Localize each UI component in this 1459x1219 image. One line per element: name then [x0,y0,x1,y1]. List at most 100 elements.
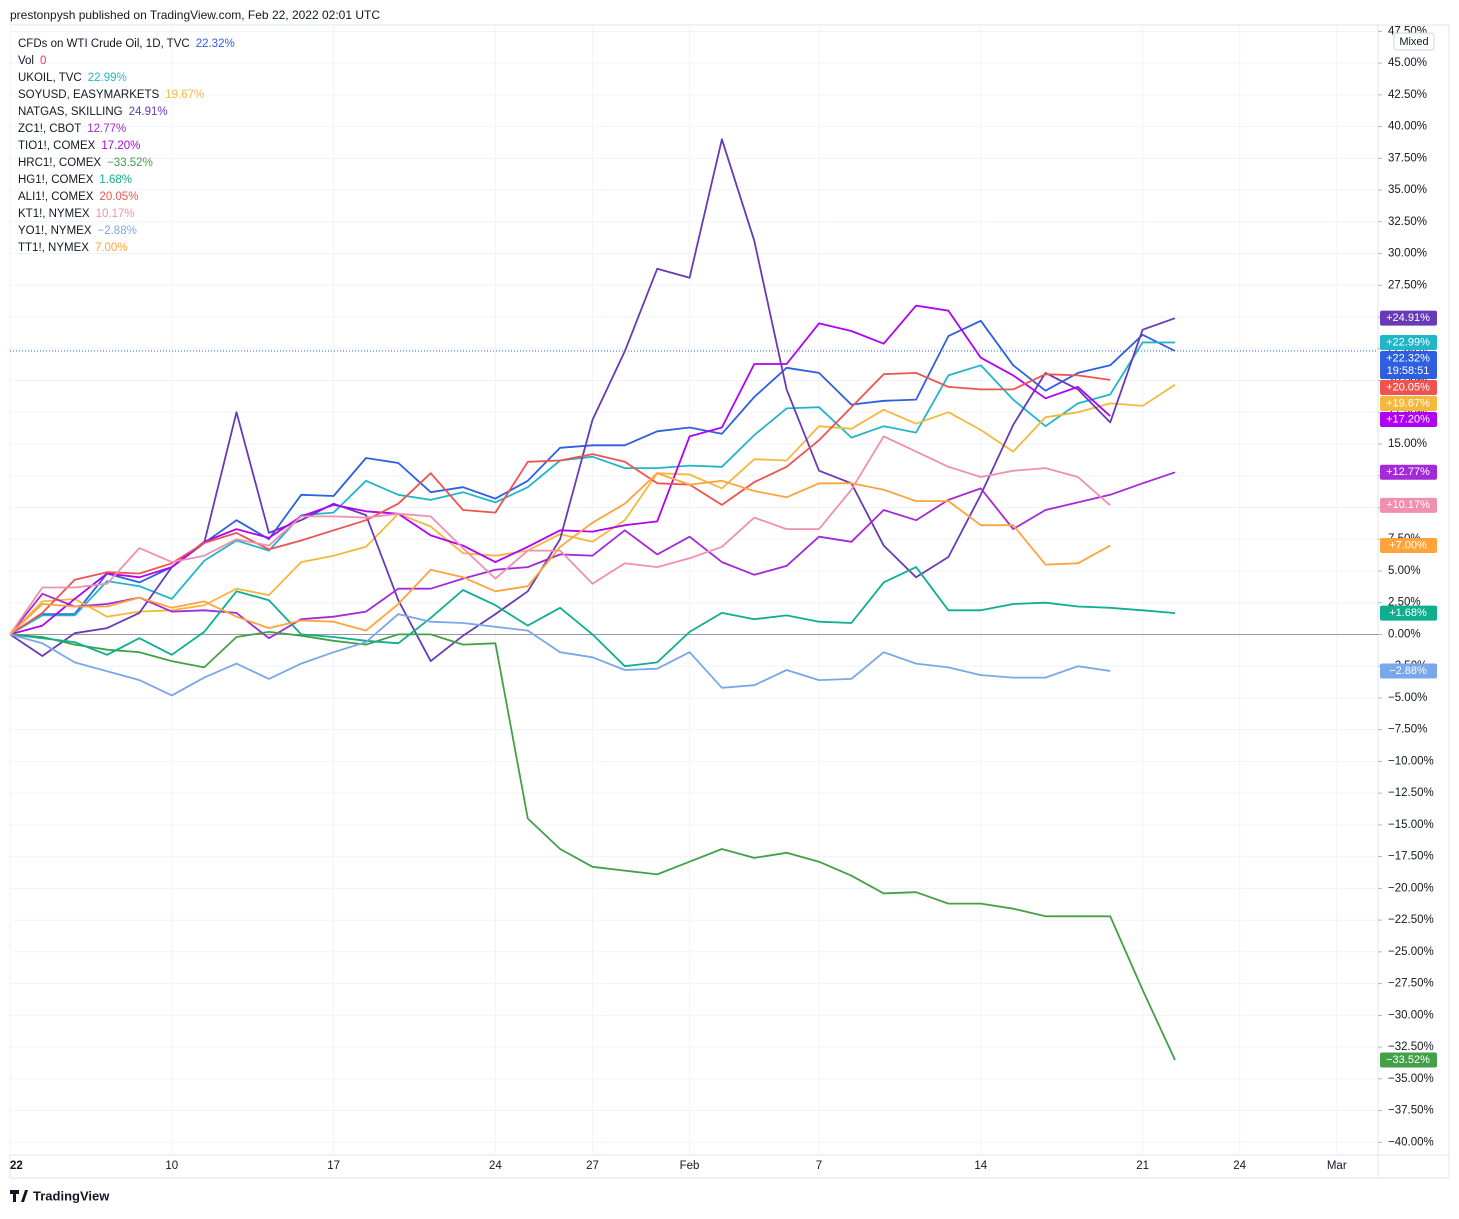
legend-entry: KT1!, NYMEX 10.17% [18,208,135,220]
price-badge-box [1380,351,1437,380]
y-tick-label: −27.50% [1388,978,1434,990]
legend-name: TT1!, NYMEX [18,242,89,254]
series-line [10,341,1176,636]
y-tick-label: −40.00% [1388,1136,1434,1148]
legend-value: 19.67% [165,89,204,101]
y-tick-label: 42.50% [1388,89,1427,101]
legend-name: ZC1!, CBOT [18,123,81,135]
price-badge-label: +24.91% [1386,312,1430,324]
lines [10,138,1378,1061]
price-badge: +10.17% [1380,497,1437,513]
price-badge-label: +22.32% [1386,352,1430,364]
series-line [10,631,1176,1061]
scale-button-label[interactable]: Mixed [1399,36,1428,48]
y-tick-label: −5.00% [1388,692,1427,704]
legend-entry: ALI1!, COMEX 20.05% [18,191,138,203]
legend-entry: ZC1!, CBOT 12.77% [18,123,126,135]
series-line [10,372,1111,636]
y-tick-label: −15.00% [1388,819,1434,831]
legend-name: CFDs on WTI Crude Oil, 1D, TVC [18,38,190,50]
legend-entry: UKOIL, TVC 22.99% [18,72,127,84]
legend-name: SOYUSD, EASYMARKETS [18,89,160,101]
legend-entry: CFDs on WTI Crude Oil, 1D, TVC 22.32% [18,38,235,50]
x-tick-label: 10 [165,1160,178,1172]
legend-value: 0 [40,55,46,67]
price-badge-box [1380,497,1437,513]
legend-value: 12.77% [87,123,126,135]
y-tick-label: 37.50% [1388,152,1427,164]
header: prestonpysh published on TradingView.com… [10,8,380,22]
price-badge: +24.91% [1380,310,1437,326]
scale-button[interactable] [1393,32,1435,51]
y-tick-label: 27.50% [1388,279,1427,291]
legend-value: 10.17% [96,208,135,220]
legend-name: UKOIL, TVC [18,72,82,84]
price-badge-box [1380,605,1437,621]
legend-entry: NATGAS, SKILLING 24.91% [18,106,168,118]
x-tick-label: Mar [1327,1160,1347,1172]
price-badge-box [1380,663,1437,679]
y-tick-label: −22.50% [1388,914,1434,926]
legend-name: HG1!, COMEX [18,174,94,186]
legend-value: 22.99% [88,72,127,84]
y-tick-label: 0.00% [1388,628,1421,640]
price-badge: +1.68% [1380,605,1437,621]
price-badge-label: +22.99% [1386,336,1430,348]
axes: 22 10 17 24 27 Feb 7 14 21 24 Mar 47.50% 45.00% 42.50… [10,25,1437,1172]
x-tick-label: 24 [1233,1160,1246,1172]
price-badge: +7.00% [1380,538,1437,554]
y-tick-label: 32.50% [1388,216,1427,228]
grid [9,25,1378,1155]
price-badge-box [1380,464,1437,480]
x-tick-label: 24 [489,1160,502,1172]
x-tick-label: 14 [974,1160,987,1172]
price-badge: +12.77% [1380,464,1437,480]
price-badge: +22.99% [1380,335,1437,351]
price-badge-label: +19.67% [1386,397,1430,409]
price-badge-label: +12.77% [1386,466,1430,478]
legend-name: Vol [18,55,34,67]
x-tick-label: 7 [816,1160,822,1172]
y-tick-label: 40.00% [1388,121,1427,133]
legend-name: TIO1!, COMEX [18,140,96,152]
series-line [10,304,1111,636]
price-badge-label: +10.17% [1386,499,1430,511]
price-badge-label: +7.00% [1389,539,1427,551]
y-tick-label: 47.50% [1388,25,1427,37]
x-tick-label: 22 [10,1160,23,1172]
legend-name: HRC1!, COMEX [18,157,101,169]
legend-value: 20.05% [99,191,138,203]
price-badge: +20.05% [1380,380,1437,396]
price-badge-box [1380,396,1437,412]
price-badge-label: +17.20% [1386,413,1430,425]
legend-name: NATGAS, SKILLING [18,106,123,118]
series-line [10,435,1111,635]
legend-entry: Vol 0 [18,55,46,67]
y-tick-label: 5.00% [1388,565,1421,577]
price-badge: +17.20% [1380,412,1437,428]
price-badge-label: −2.88% [1389,665,1427,677]
price-badge-label: +20.05% [1386,381,1430,393]
legend-entry: TT1!, NYMEX 7.00% [18,242,128,254]
y-tick-label: −17.50% [1388,851,1434,863]
price-badge-box [1380,310,1437,326]
price-badge-box [1380,412,1437,428]
legend-name: KT1!, NYMEX [18,208,90,220]
legend-value: 22.32% [196,38,235,50]
logo: TradingView [10,1188,110,1203]
x-tick-label: 27 [586,1160,599,1172]
footer: TradingView [33,1188,110,1203]
series-line [10,383,1176,636]
price-badge-box [1380,380,1437,396]
legend-value: 1.68% [99,174,132,186]
y-tick-label: 45.00% [1388,57,1427,69]
legend-value: −33.52% [107,157,153,169]
series-line [10,472,1111,636]
y-tick-label: 15.00% [1388,438,1427,450]
x-tick-label: 21 [1136,1160,1149,1172]
y-tick-label: −30.00% [1388,1009,1434,1021]
legend-value: 17.20% [101,140,140,152]
legend-entry: HG1!, COMEX 1.68% [18,174,132,186]
y-tick-label: −10.00% [1388,755,1434,767]
